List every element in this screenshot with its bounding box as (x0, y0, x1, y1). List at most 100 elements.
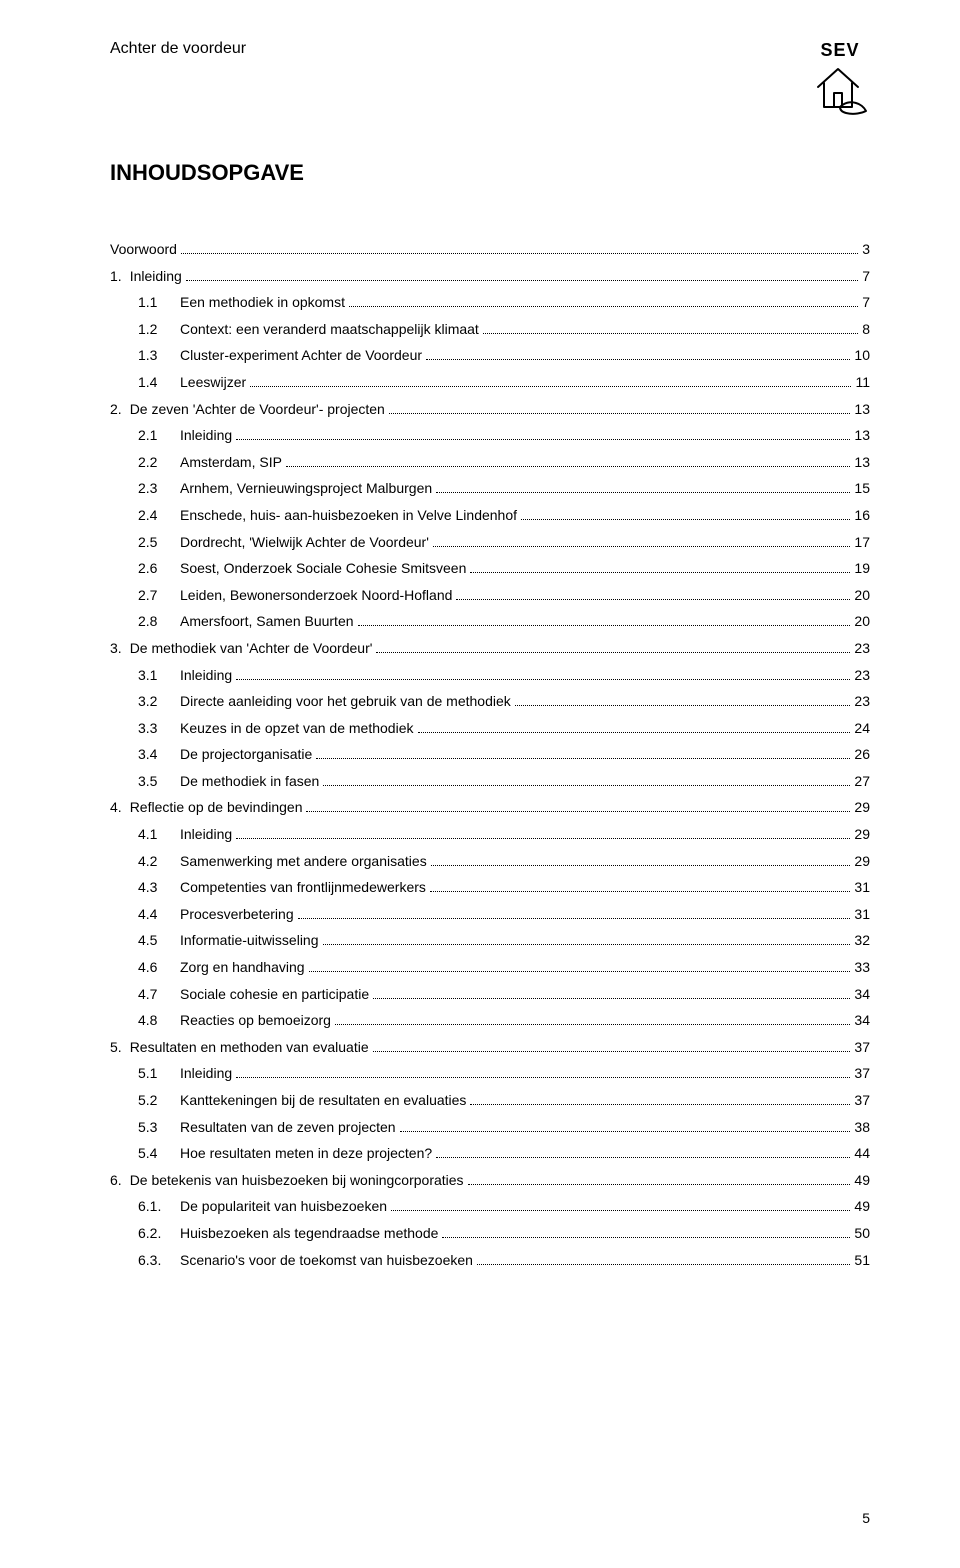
toc-leader-dots (431, 853, 851, 866)
toc-leader-dots (436, 481, 850, 494)
toc-entry: 4.Reflectie op de bevindingen29 (110, 794, 870, 821)
toc-entry-page: 23 (854, 635, 870, 662)
toc-entry: 6.2.Huisbezoeken als tegendraadse method… (110, 1220, 870, 1247)
toc-entry-label: Huisbezoeken als tegendraadse methode (180, 1220, 438, 1247)
toc-entry: 3.De methodiek van 'Achter de Voordeur'2… (110, 635, 870, 662)
toc-leader-dots (335, 1013, 850, 1026)
toc-entry-label: Resultaten en methoden van evaluatie (130, 1034, 369, 1061)
page-header: Achter de voordeur SEV (110, 40, 870, 117)
logo-text: SEV (820, 40, 859, 61)
toc-entry-page: 32 (854, 927, 870, 954)
toc-entry: 5.4Hoe resultaten meten in deze projecte… (110, 1140, 870, 1167)
toc-entry-page: 17 (854, 529, 870, 556)
toc-entry-label: De projectorganisatie (180, 741, 312, 768)
toc-entry-label: Competenties van frontlijnmedewerkers (180, 874, 426, 901)
toc-entry-number: 4.5 (138, 927, 172, 954)
toc-leader-dots (468, 1172, 851, 1185)
toc-entry: 6.1.De populariteit van huisbezoeken49 (110, 1193, 870, 1220)
toc-entry: 2.8 Amersfoort, Samen Buurten 20 (110, 608, 870, 635)
toc-entry-number: 1.1 (138, 289, 172, 316)
toc-entry-page: 38 (854, 1114, 870, 1141)
toc-entry-number: 2.8 (138, 608, 172, 635)
toc-entry-number: 3. (110, 635, 122, 662)
toc-entry-label: Procesverbetering (180, 901, 294, 928)
toc-leader-dots (309, 959, 851, 972)
toc-entry-label: Samenwerking met andere organisaties (180, 848, 427, 875)
toc-entry-page: 31 (854, 901, 870, 928)
toc-entry-number: 2.2 (138, 449, 172, 476)
toc-entry-page: 23 (854, 688, 870, 715)
toc-entry-page: 37 (854, 1060, 870, 1087)
toc-entry-page: 19 (854, 555, 870, 582)
toc-entry: 2.3Arnhem, Vernieuwingsproject Malburgen… (110, 475, 870, 502)
toc-entry-page: 7 (862, 289, 870, 316)
toc-entry-page: 51 (854, 1247, 870, 1274)
toc-entry: 5.Resultaten en methoden van evaluatie37 (110, 1034, 870, 1061)
toc-entry-page: 49 (854, 1193, 870, 1220)
toc-leader-dots (236, 667, 850, 680)
toc-entry-number: 5.3 (138, 1114, 172, 1141)
toc-leader-dots (376, 640, 850, 653)
toc-entry-label: Enschede, huis- aan-huisbezoeken in Velv… (180, 502, 517, 529)
toc-entry: 2.De zeven 'Achter de Voordeur'- project… (110, 396, 870, 423)
toc-entry-page: 34 (854, 1007, 870, 1034)
toc-entry-number: 4.1 (138, 821, 172, 848)
toc-entry-number: 4.7 (138, 981, 172, 1008)
toc-entry-label: Een methodiek in opkomst (180, 289, 345, 316)
toc-entry-number: 3.2 (138, 688, 172, 715)
toc-entry: 4.5 Informatie-uitwisseling 32 (110, 927, 870, 954)
toc-entry-label: Kanttekeningen bij de resultaten en eval… (180, 1087, 466, 1114)
toc-entry-number: 6.3. (138, 1247, 172, 1274)
toc-entry-number: 2.4 (138, 502, 172, 529)
toc-leader-dots (436, 1146, 850, 1159)
toc-entry: 4.6Zorg en handhaving33 (110, 954, 870, 981)
toc-entry-label: Soest, Onderzoek Sociale Cohesie Smitsve… (180, 555, 466, 582)
toc-leader-dots (483, 321, 858, 334)
toc-entry: 2.7Leiden, Bewonersonderzoek Noord-Hofla… (110, 582, 870, 609)
toc-leader-dots (323, 933, 851, 946)
toc-entry-number: 1.3 (138, 342, 172, 369)
toc-entry-label: Context: een veranderd maatschappelijk k… (180, 316, 479, 343)
toc-entry: 2.6Soest, Onderzoek Sociale Cohesie Smit… (110, 555, 870, 582)
toc-entry-label: Arnhem, Vernieuwingsproject Malburgen (180, 475, 432, 502)
toc-leader-dots (186, 268, 858, 281)
toc-entry-page: 34 (854, 981, 870, 1008)
toc-entry-page: 20 (854, 608, 870, 635)
toc-leader-dots (418, 720, 851, 733)
toc-entry-number: 5.1 (138, 1060, 172, 1087)
toc-leader-dots (236, 1066, 850, 1079)
toc-entry: 5.2Kanttekeningen bij de resultaten en e… (110, 1087, 870, 1114)
toc-entry-number: 4.6 (138, 954, 172, 981)
toc-entry-page: 29 (854, 794, 870, 821)
toc-entry-number: 2.1 (138, 422, 172, 449)
toc-entry-label: De betekenis van huisbezoeken bij woning… (130, 1167, 464, 1194)
toc-entry-number: 3.4 (138, 741, 172, 768)
toc-entry-page: 3 (862, 236, 870, 263)
toc-leader-dots (349, 295, 858, 308)
toc-entry-page: 11 (855, 369, 870, 396)
toc-leader-dots (236, 826, 850, 839)
toc-entry-page: 37 (854, 1087, 870, 1114)
toc-entry-label: Cluster-experiment Achter de Voordeur (180, 342, 422, 369)
toc-entry-number: 1.2 (138, 316, 172, 343)
toc-leader-dots (426, 348, 850, 361)
toc-leader-dots (323, 773, 850, 786)
toc-entry-page: 13 (854, 449, 870, 476)
toc-entry-page: 27 (854, 768, 870, 795)
toc-entry-label: Amsterdam, SIP (180, 449, 282, 476)
page: Achter de voordeur SEV INHOUDSOPGAVE Voo… (0, 0, 960, 1568)
toc-leader-dots (456, 587, 850, 600)
toc-entry-label: Keuzes in de opzet van de methodiek (180, 715, 414, 742)
toc-entry-label: Amersfoort, Samen Buurten (180, 608, 354, 635)
toc-leader-dots (181, 241, 858, 254)
toc-entry-page: 29 (854, 821, 870, 848)
toc-entry-number: 2. (110, 396, 122, 423)
toc-leader-dots (298, 906, 851, 919)
toc-entry-label: Informatie-uitwisseling (180, 927, 319, 954)
toc-entry-page: 13 (854, 396, 870, 423)
toc-entry: 2.1Inleiding13 (110, 422, 870, 449)
toc-entry: 3.4De projectorganisatie26 (110, 741, 870, 768)
toc-entry: 1.4Leeswijzer11 (110, 369, 870, 396)
toc-entry-number: 2.7 (138, 582, 172, 609)
toc-entry-label: Reacties op bemoeizorg (180, 1007, 331, 1034)
